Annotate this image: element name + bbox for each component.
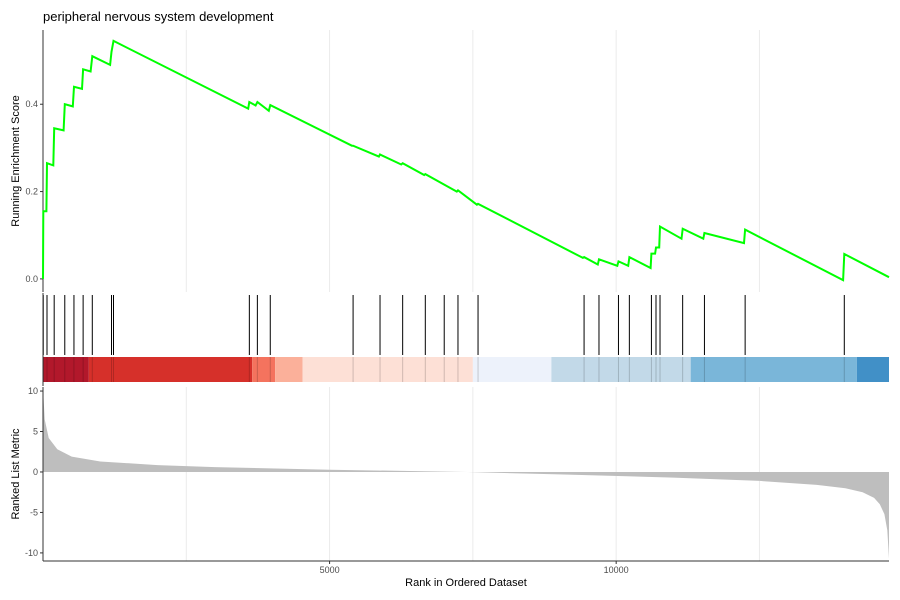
- y-tick-label: 0.0: [25, 274, 38, 284]
- x-ticks: 5000 10000: [320, 561, 629, 575]
- ranked-metric-area: [43, 388, 889, 559]
- y-tick-label: 0.2: [25, 187, 38, 197]
- rank-color-bands: [42, 357, 889, 382]
- color-band: [275, 357, 303, 382]
- enrichment-grid: [185, 30, 760, 292]
- color-band: [88, 357, 253, 382]
- x-axis-label: Rank in Ordered Dataset: [405, 577, 527, 589]
- color-band: [43, 357, 89, 382]
- color-band: [302, 357, 473, 382]
- enrichment-y-ticks: 0.0 0.2 0.4: [25, 99, 43, 284]
- y-tick-label: 0.4: [25, 99, 38, 109]
- enrichment-y-label: Running Enrichment Score: [10, 95, 22, 226]
- x-tick-label: 10000: [604, 565, 629, 575]
- x-tick-label: 5000: [320, 565, 340, 575]
- ranked-metric-y-label: Ranked List Metric: [10, 428, 22, 520]
- color-band: [551, 357, 691, 382]
- y-tick-label: 10: [28, 386, 38, 396]
- y-tick-label: 5: [33, 427, 38, 437]
- color-band: [856, 357, 889, 382]
- y-tick-label: -10: [25, 548, 38, 558]
- color-band: [472, 357, 552, 382]
- chart-title: peripheral nervous system development: [43, 9, 274, 24]
- running-enrichment-score-line: [42, 39, 890, 282]
- y-tick-label: 0: [33, 467, 38, 477]
- hits-panel: [42, 293, 889, 386]
- color-band: [690, 357, 857, 382]
- gene-hit-ticks: [42, 295, 845, 355]
- enrichment-panel: 0.0 0.2 0.4 Running Enrichment Score: [10, 30, 890, 292]
- color-band: [252, 357, 276, 382]
- ranked-metric-panel: 10 5 0 -5 -10 5000 10000 Ranked List Metric R…: [10, 386, 889, 589]
- y-tick-label: -5: [30, 507, 38, 517]
- ranked-metric-y-ticks: 10 5 0 -5 -10: [25, 386, 43, 558]
